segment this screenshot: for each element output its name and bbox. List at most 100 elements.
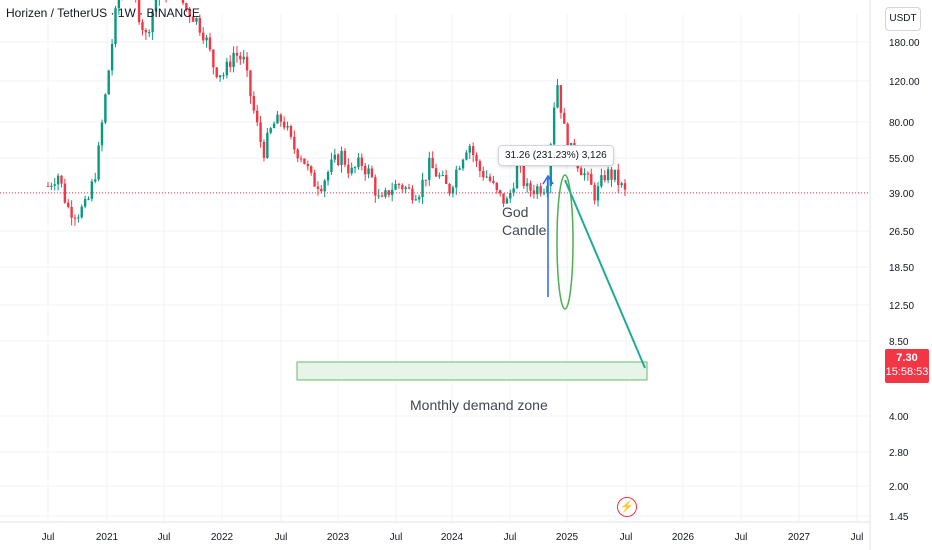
bar-countdown: 15:58:53: [885, 366, 929, 378]
candle-body: [407, 187, 411, 189]
candle-body: [377, 195, 380, 197]
y-tick-label: 8.50: [889, 337, 909, 348]
candle-body: [303, 158, 306, 164]
candle-body: [151, 11, 154, 33]
candle-body: [215, 67, 218, 78]
candle-body: [56, 175, 60, 185]
x-tick-label: Jul: [158, 532, 171, 543]
candle-body: [536, 186, 539, 195]
x-tick-label: 2026: [672, 532, 695, 543]
candle-body: [87, 198, 90, 200]
last-price-tag: 7.30 15:58:53: [885, 349, 929, 383]
candle-body: [468, 146, 471, 153]
candle-body: [148, 32, 151, 34]
candle-body: [316, 186, 320, 189]
candle-body: [603, 175, 606, 181]
candle-body: [232, 52, 235, 68]
candle-body: [94, 179, 97, 182]
candle-body: [495, 182, 498, 191]
candle-body: [384, 190, 387, 197]
candle-body: [401, 185, 404, 190]
god-candle-ellipse[interactable]: [556, 174, 574, 310]
candle-body: [380, 195, 384, 197]
x-tick-label: Jul: [390, 532, 403, 543]
candle-body: [259, 122, 262, 142]
x-tick-label: Jul: [735, 532, 748, 543]
candle-body: [451, 187, 455, 194]
descending-trendline[interactable]: [564, 179, 646, 369]
candle-body: [218, 75, 222, 78]
candle-body: [340, 150, 343, 166]
candle-body: [73, 217, 77, 219]
candle-body: [620, 183, 623, 186]
candle-body: [492, 180, 495, 183]
y-tick-label: 2.00: [889, 482, 909, 493]
candle-body: [357, 157, 360, 168]
candle-body: [347, 164, 350, 174]
candle-body: [438, 175, 441, 177]
candle-body: [579, 168, 583, 176]
candle-body: [77, 217, 80, 219]
x-tick-label: 2024: [441, 532, 464, 543]
demand-zone-box[interactable]: [296, 361, 648, 381]
candle-body: [448, 183, 451, 194]
candle-body: [397, 183, 401, 186]
candle-body: [114, 8, 117, 44]
candle-body: [256, 110, 259, 123]
candle-body: [107, 70, 110, 95]
candle-body: [525, 183, 529, 186]
candle-body: [623, 183, 627, 190]
x-tick-label: 2022: [211, 532, 234, 543]
y-tick-label: 26.50: [889, 227, 914, 238]
candle-body: [444, 175, 448, 184]
candle-body: [242, 56, 245, 60]
candle-body: [262, 141, 266, 158]
candle-body: [198, 18, 202, 33]
candle-body: [60, 175, 63, 184]
candle-body: [188, 9, 191, 17]
candle-body: [458, 168, 461, 170]
candle-body: [421, 179, 424, 198]
candle-body: [515, 163, 519, 189]
currency-unit-button[interactable]: USDT: [885, 7, 921, 31]
candle-body: [249, 70, 252, 97]
x-tick-label: Jul: [620, 532, 633, 543]
y-tick-label: 2.80: [889, 448, 909, 459]
candle-body: [50, 185, 53, 187]
candle-body: [475, 155, 478, 162]
candle-body: [360, 157, 364, 166]
candle-body: [424, 179, 428, 181]
candle-body: [299, 158, 303, 160]
candle-body: [542, 192, 546, 194]
candle-body: [455, 169, 458, 188]
candle-body: [282, 121, 286, 128]
candle-body: [225, 61, 229, 76]
candle-body: [434, 168, 438, 177]
candle-body: [46, 185, 50, 187]
candle-body: [235, 52, 239, 56]
lightning-icon[interactable]: ⚡: [617, 497, 637, 517]
candle-body: [502, 193, 505, 204]
y-tick-label: 12.50: [889, 301, 914, 312]
candle-body: [306, 163, 310, 167]
candle-body: [512, 188, 515, 193]
candle-body: [272, 123, 276, 129]
demand-zone-label: Monthly demand zone: [410, 397, 548, 413]
candle-body: [266, 132, 269, 158]
candle-body: [350, 167, 353, 174]
candle-body: [390, 189, 394, 195]
candle-body: [239, 55, 242, 60]
y-tick-label: 4.00: [889, 412, 909, 423]
candle-body: [431, 157, 434, 169]
candle-body: [583, 173, 586, 176]
candle-body: [482, 170, 485, 178]
measure-arrow-head: [542, 174, 554, 185]
candle-body: [465, 152, 468, 160]
y-tick-label: 120.00: [889, 77, 920, 88]
x-tick-label: 2021: [96, 532, 119, 543]
candle-body: [269, 128, 272, 133]
candle-body: [286, 126, 289, 128]
candle-body: [336, 154, 340, 166]
candle-body: [566, 123, 569, 155]
